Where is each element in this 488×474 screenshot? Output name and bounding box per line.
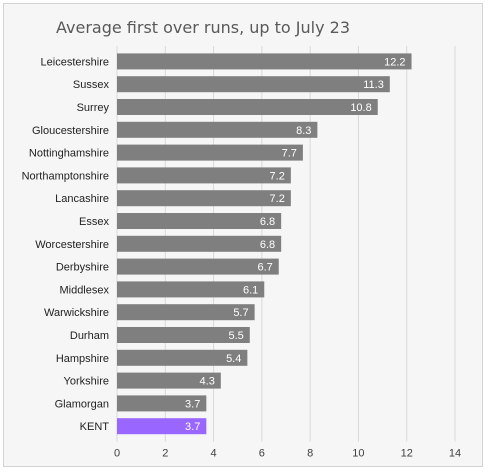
category-label: Warwickshire <box>44 307 109 319</box>
bar <box>117 418 207 435</box>
x-tick-label: 4 <box>211 448 217 460</box>
bar <box>117 327 250 343</box>
data-label: 12.2 <box>384 56 405 68</box>
category-label: Surrey <box>77 102 110 114</box>
data-label: 4.3 <box>200 376 215 388</box>
category-label: Hampshire <box>56 353 109 365</box>
data-label: 6.8 <box>260 239 275 251</box>
bar <box>117 121 318 138</box>
data-label: 7.2 <box>270 170 285 182</box>
data-label: 3.7 <box>185 398 200 410</box>
data-label: 6.1 <box>243 284 258 296</box>
data-label: 10.8 <box>350 102 371 114</box>
bar <box>117 213 282 229</box>
data-label: 6.7 <box>257 262 272 274</box>
bar <box>117 235 282 252</box>
data-label: 8.3 <box>296 125 311 137</box>
data-label: 7.7 <box>282 148 297 160</box>
chart-title: Average first over runs, up to July 23 <box>56 18 351 37</box>
x-tick-label: 10 <box>352 448 364 460</box>
bar <box>117 281 265 298</box>
bar <box>117 349 248 366</box>
data-label: 5.4 <box>226 353 241 365</box>
category-label: Northamptonshire <box>22 170 109 182</box>
x-tick-label: 6 <box>259 448 265 460</box>
category-label: Durham <box>70 330 109 342</box>
bar <box>117 144 303 161</box>
bar <box>117 53 412 70</box>
category-label: Glamorgan <box>55 398 109 410</box>
category-label: Essex <box>79 216 109 228</box>
category-label: Derbyshire <box>56 262 109 274</box>
bar <box>117 258 279 275</box>
bar <box>117 99 378 115</box>
category-label: Lancashire <box>55 193 109 205</box>
x-tick-label: 8 <box>307 448 313 460</box>
data-label: 3.7 <box>185 421 200 433</box>
bar <box>117 304 255 321</box>
data-label: 11.3 <box>363 79 384 91</box>
x-tick-label: 0 <box>114 448 120 460</box>
category-label: Sussex <box>73 79 110 91</box>
category-label: KENT <box>80 421 110 433</box>
bar <box>117 167 291 184</box>
data-label: 7.2 <box>270 193 285 205</box>
x-tick-label: 12 <box>401 448 413 460</box>
data-label: 6.8 <box>260 216 275 228</box>
data-label: 5.5 <box>228 330 243 342</box>
category-label: Worcestershire <box>35 239 109 251</box>
data-label: 5.7 <box>233 307 248 319</box>
x-tick-label: 14 <box>449 448 461 460</box>
bar <box>117 76 390 93</box>
bar <box>117 372 221 389</box>
bar <box>117 190 291 207</box>
category-label: Yorkshire <box>64 376 109 388</box>
x-tick-label: 2 <box>162 448 168 460</box>
category-label: Gloucestershire <box>32 125 109 137</box>
category-label: Nottinghamshire <box>29 148 109 160</box>
category-label: Leicestershire <box>41 56 109 68</box>
bar <box>117 395 207 412</box>
category-label: Middlesex <box>59 284 109 296</box>
